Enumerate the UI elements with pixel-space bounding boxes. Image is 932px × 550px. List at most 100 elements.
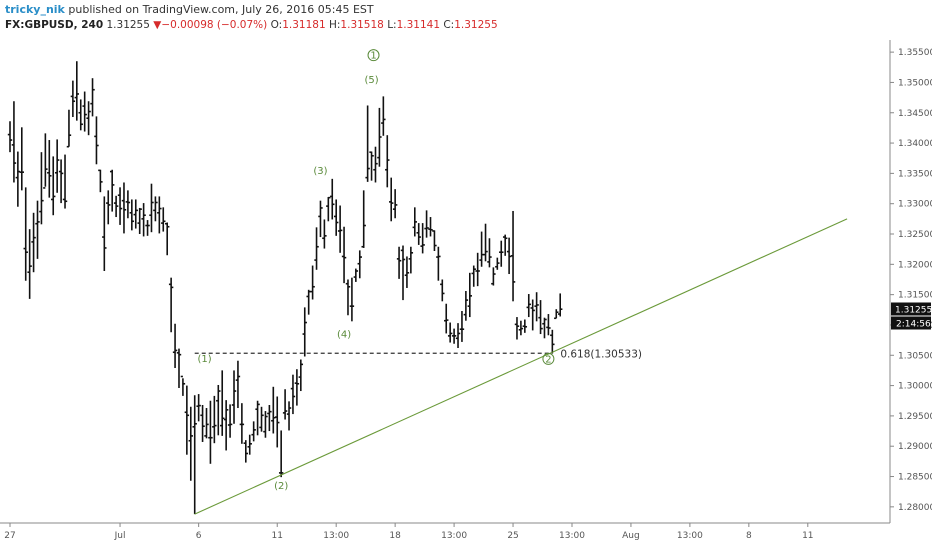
symbol-label: FX:GBPUSD, 240	[5, 19, 104, 31]
ohlc-bar	[98, 169, 103, 193]
ohlc-bar	[330, 178, 335, 220]
price-axis[interactable]: 1.35500 1.35000 1.34500 1.34000 1.33500 1.330…	[890, 48, 932, 513]
ohlc-bar	[408, 246, 414, 274]
ohlc-bar	[365, 105, 370, 182]
price-tick-label: 1.35000	[898, 78, 932, 88]
ohlc-bar	[432, 230, 437, 251]
down-arrow-icon: ▼	[153, 19, 162, 31]
ohlc-bar	[326, 196, 331, 222]
ohlc-bar	[318, 200, 323, 238]
wave-label: (5)	[364, 75, 378, 86]
ohlc-bar	[117, 187, 123, 225]
time-tick-label: 25	[507, 531, 518, 541]
ohlc-bar	[227, 404, 233, 438]
time-tick-label: 6	[196, 531, 202, 541]
ohlc-bar	[94, 116, 99, 165]
ohlc-bar	[381, 96, 386, 136]
ohlc-bar	[396, 246, 402, 279]
ohlc-bar	[235, 360, 241, 409]
close-value: 1.31255	[454, 19, 498, 31]
wave-circle	[367, 49, 380, 62]
time-tick-label: 13:00	[677, 531, 703, 541]
symbol-line: FX:GBPUSD, 240 1.31255 ▼−0.00098 (−0.07%…	[5, 19, 498, 31]
ohlc-bar	[267, 404, 272, 432]
price-tick-label: 1.34000	[898, 139, 932, 149]
ohlc-bar	[113, 195, 119, 218]
ohlc-bar	[153, 196, 158, 222]
ohlc-bar	[47, 140, 52, 198]
ohlc-bar	[86, 101, 91, 136]
ohlc-bar	[392, 189, 398, 219]
time-axis[interactable]: 27 Jul 6 11 13:00 18 13:00 25 13:00 Aug 13:00 8 11	[4, 523, 814, 541]
ohlc-bar	[385, 135, 390, 188]
ohlc-bar	[192, 395, 197, 515]
ohlc-bar	[220, 370, 225, 436]
price-tick-label: 1.34500	[898, 109, 932, 119]
ohlc-bar	[251, 421, 256, 442]
ohlc-bar	[377, 107, 382, 167]
ohlc-bar	[39, 152, 44, 225]
price-tick-label: 1.32500	[898, 230, 932, 240]
ohlc-bar	[82, 91, 87, 132]
ohlc-bar	[15, 151, 21, 207]
ohlc-bar	[483, 223, 488, 262]
ohlc-bar	[180, 375, 186, 396]
ohlc-bar	[54, 139, 60, 193]
ohlc-bar	[121, 182, 127, 234]
ohlc-bar	[424, 210, 429, 238]
username-link[interactable]: tricky_nik	[5, 3, 65, 16]
ohlc-bar	[538, 300, 543, 335]
ohlc-bar	[51, 156, 56, 216]
ohlc-bar	[290, 374, 296, 415]
ohlc-bar	[278, 430, 284, 478]
wave-label-circled: 2	[545, 354, 551, 365]
ohlc-bar	[255, 400, 260, 436]
current-price: 1.31255	[106, 19, 150, 31]
low-label: L:	[387, 19, 397, 31]
ohlc-bar	[212, 395, 217, 444]
ohlc-bar	[196, 394, 201, 422]
ohlc-bar	[534, 292, 539, 322]
ohlc-bar	[499, 240, 504, 267]
ohlc-bar	[74, 61, 80, 121]
ohlc-bar	[322, 219, 327, 249]
ohlc-bar	[247, 434, 252, 455]
ohlc-bar	[420, 223, 425, 254]
time-tick-label: 13:00	[323, 531, 349, 541]
ohlc-bar	[208, 400, 213, 464]
ohlc-bar	[369, 151, 374, 181]
ohlc-bar	[412, 207, 417, 237]
ohlc-bar	[542, 317, 547, 339]
ohlc-bar	[310, 265, 315, 300]
time-tick-label: Aug	[622, 531, 640, 541]
time-tick-label: Jul	[114, 531, 126, 541]
ohlc-bar	[239, 403, 245, 444]
price-tick-label: 1.28000	[898, 503, 932, 513]
ohlc-bar	[475, 252, 480, 287]
ohlc-bar	[546, 314, 551, 336]
ohlc-bar	[43, 133, 48, 189]
high-value: 1.31518	[340, 19, 384, 31]
ohlc-bar	[467, 272, 473, 318]
ohlc-bar	[436, 246, 441, 281]
price-tick-label: 1.29000	[898, 442, 932, 452]
ohlc-bar	[440, 279, 445, 302]
ohlc-bar	[223, 400, 229, 451]
ohlc-bar	[259, 406, 264, 432]
ohlc-bar	[455, 323, 461, 348]
ohlc-bar	[188, 406, 193, 481]
ohlc-bar	[353, 268, 359, 282]
ohlc-bar	[341, 226, 347, 284]
ohlc-bar	[337, 205, 343, 253]
time-tick-label: 27	[4, 531, 15, 541]
price-tick-label: 1.31500	[898, 291, 932, 301]
ohlc-bar	[510, 210, 516, 302]
countdown-badge	[891, 316, 931, 330]
ohlc-bar	[58, 159, 64, 204]
ohlc-bar	[78, 99, 83, 131]
ohlc-bar	[243, 440, 248, 463]
ohlc-bar	[444, 303, 449, 334]
time-tick-label: 11	[272, 531, 283, 541]
ohlc-bar	[302, 307, 307, 357]
